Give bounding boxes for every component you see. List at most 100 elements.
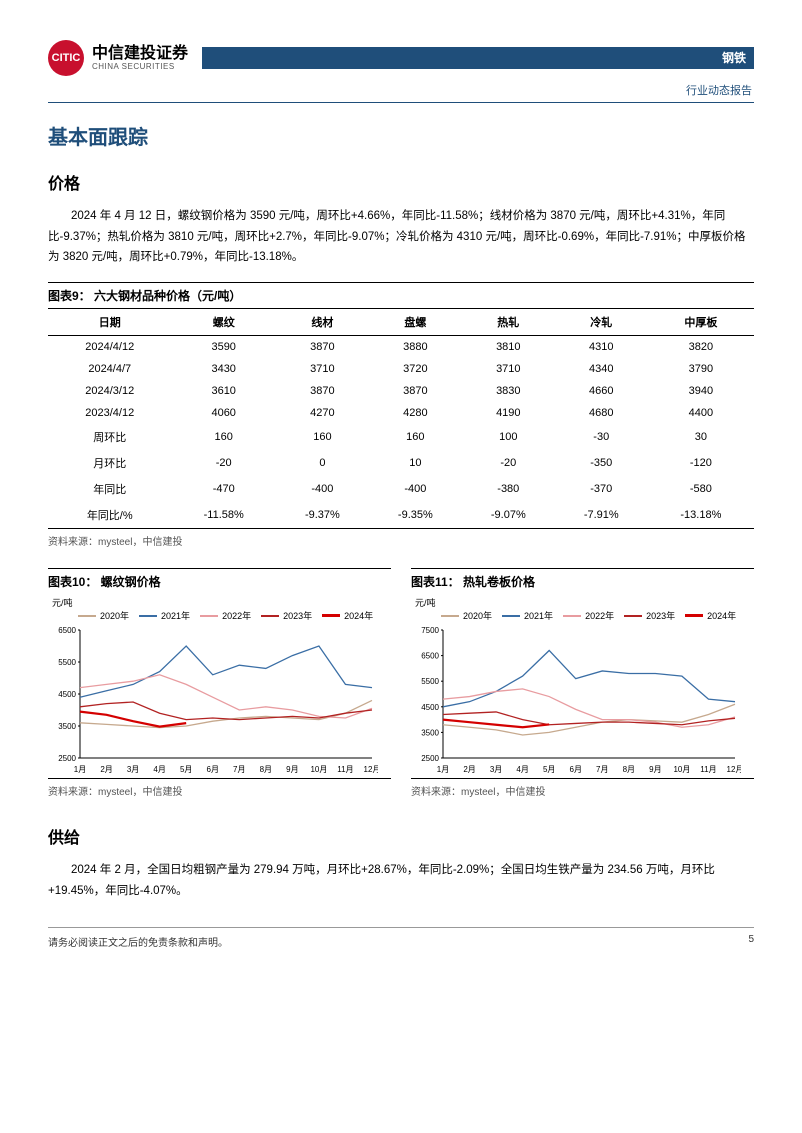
legend-item: 2020年	[78, 609, 129, 622]
svg-text:5500: 5500	[421, 677, 439, 686]
table-cell: 2024/3/12	[48, 380, 171, 402]
category-label: 钢铁	[722, 49, 746, 66]
chart10-source: 资料来源：mysteel，中信建投	[48, 783, 391, 798]
legend-item: 2023年	[261, 609, 312, 622]
svg-text:12月: 12月	[364, 765, 378, 774]
svg-text:6月: 6月	[570, 765, 582, 774]
chart10-ylabel: 元/吨	[48, 596, 391, 609]
page-footer: 请务必阅读正文之后的免责条款和声明。 5	[48, 927, 754, 949]
svg-text:10月: 10月	[673, 765, 690, 774]
table-cell: 160	[369, 424, 462, 450]
table-cell: 3880	[369, 336, 462, 359]
table-cell: 4400	[648, 402, 754, 424]
svg-text:6500: 6500	[421, 652, 439, 661]
table-cell: -580	[648, 476, 754, 502]
table-cell: 3790	[648, 358, 754, 380]
table-cell: 3940	[648, 380, 754, 402]
chart10: 元/吨 2020年2021年2022年2023年2024年 2500350045…	[48, 596, 391, 779]
svg-text:2500: 2500	[58, 754, 76, 763]
table-cell: -20	[171, 450, 275, 476]
table-cell: -11.58%	[171, 502, 275, 529]
table-cell: 4190	[462, 402, 555, 424]
table-cell: -20	[462, 450, 555, 476]
table9-header-cell: 热轧	[462, 309, 555, 336]
svg-text:10月: 10月	[310, 765, 327, 774]
legend-item: 2024年	[322, 609, 373, 622]
table-cell: 3870	[276, 380, 369, 402]
supply-heading: 供给	[48, 824, 754, 848]
table-cell: -400	[369, 476, 462, 502]
table9-header-cell: 中厚板	[648, 309, 754, 336]
supply-paragraph: 2024 年 2 月，全国日均粗钢产量为 279.94 万吨，月环比+28.67…	[48, 860, 754, 901]
chart11-source: 资料来源：mysteel，中信建投	[411, 783, 754, 798]
table-cell: 3830	[462, 380, 555, 402]
price-paragraph: 2024 年 4 月 12 日，螺纹钢价格为 3590 元/吨，周环比+4.66…	[48, 206, 754, 268]
chart11-svg: 2500350045005500650075001月2月3月4月5月6月7月8月…	[411, 626, 741, 776]
legend-item: 2024年	[685, 609, 736, 622]
logo-icon: CITIC	[48, 40, 84, 76]
table-cell: 3810	[462, 336, 555, 359]
table-cell: -9.07%	[462, 502, 555, 529]
svg-text:2月: 2月	[100, 765, 112, 774]
table-row: 2024/3/12361038703870383046603940	[48, 380, 754, 402]
table-row: 周环比160160160100-3030	[48, 424, 754, 450]
table-cell: 3710	[276, 358, 369, 380]
table-cell: -400	[276, 476, 369, 502]
svg-text:4月: 4月	[516, 765, 528, 774]
table-cell: 年同比	[48, 476, 171, 502]
svg-text:3月: 3月	[127, 765, 139, 774]
table-cell: 2024/4/7	[48, 358, 171, 380]
brand-logo: CITIC 中信建投证券 CHINA SECURITIES	[48, 40, 188, 76]
page-number: 5	[748, 934, 754, 949]
report-type: 行业动态报告	[48, 82, 754, 98]
svg-text:1月: 1月	[74, 765, 86, 774]
svg-text:11月: 11月	[700, 765, 716, 774]
table-cell: -370	[555, 476, 648, 502]
table9-title: 图表9： 六大钢材品种价格（元/吨）	[48, 282, 754, 304]
table-cell: 4270	[276, 402, 369, 424]
legend-item: 2020年	[441, 609, 492, 622]
table9-source: 资料来源：mysteel，中信建投	[48, 533, 754, 548]
table-row: 2024/4/7343037103720371043403790	[48, 358, 754, 380]
charts-row: 图表10： 螺纹钢价格 元/吨 2020年 2021年 2022年 2023年 2024…	[48, 568, 754, 818]
svg-text:7月: 7月	[596, 765, 608, 774]
table-cell: 160	[171, 424, 275, 450]
svg-text:6500: 6500	[58, 626, 76, 635]
svg-text:8月: 8月	[623, 765, 635, 774]
svg-text:7月: 7月	[233, 765, 245, 774]
page-header: CITIC 中信建投证券 CHINA SECURITIES 钢铁	[48, 40, 754, 76]
table-cell: -13.18%	[648, 502, 754, 529]
table-cell: 3610	[171, 380, 275, 402]
price-heading: 价格	[48, 170, 754, 194]
table-cell: 3870	[369, 380, 462, 402]
chart10-title: 图表10： 螺纹钢价格	[48, 568, 391, 590]
table-row: 2023/4/12406042704280419046804400	[48, 402, 754, 424]
table9-header-cell: 日期	[48, 309, 171, 336]
table-cell: 3590	[171, 336, 275, 359]
header-divider	[48, 102, 754, 103]
legend-item: 2022年	[563, 609, 614, 622]
svg-text:4月: 4月	[153, 765, 165, 774]
legend-item: 2021年	[139, 609, 190, 622]
table-cell: 周环比	[48, 424, 171, 450]
table-cell: 3870	[276, 336, 369, 359]
chart10-legend: 2020年2021年2022年2023年2024年	[48, 609, 391, 622]
svg-text:8月: 8月	[260, 765, 272, 774]
svg-text:9月: 9月	[649, 765, 661, 774]
section-heading: 基本面跟踪	[48, 121, 754, 150]
table-cell: -9.35%	[369, 502, 462, 529]
svg-text:11月: 11月	[337, 765, 353, 774]
table-cell: 2023/4/12	[48, 402, 171, 424]
table-cell: -470	[171, 476, 275, 502]
legend-item: 2023年	[624, 609, 675, 622]
table-cell: -9.37%	[276, 502, 369, 529]
table-cell: 10	[369, 450, 462, 476]
disclaimer-text: 请务必阅读正文之后的免责条款和声明。	[48, 934, 228, 949]
table-row: 年同比/%-11.58%-9.37%-9.35%-9.07%-7.91%-13.…	[48, 502, 754, 529]
table-cell: 4340	[555, 358, 648, 380]
table-cell: 4660	[555, 380, 648, 402]
table-cell: 3430	[171, 358, 275, 380]
table-cell: 4310	[555, 336, 648, 359]
table9: 日期螺纹线材盘螺热轧冷轧中厚板 2024/4/12359038703880381…	[48, 308, 754, 529]
table-row: 年同比-470-400-400-380-370-580	[48, 476, 754, 502]
